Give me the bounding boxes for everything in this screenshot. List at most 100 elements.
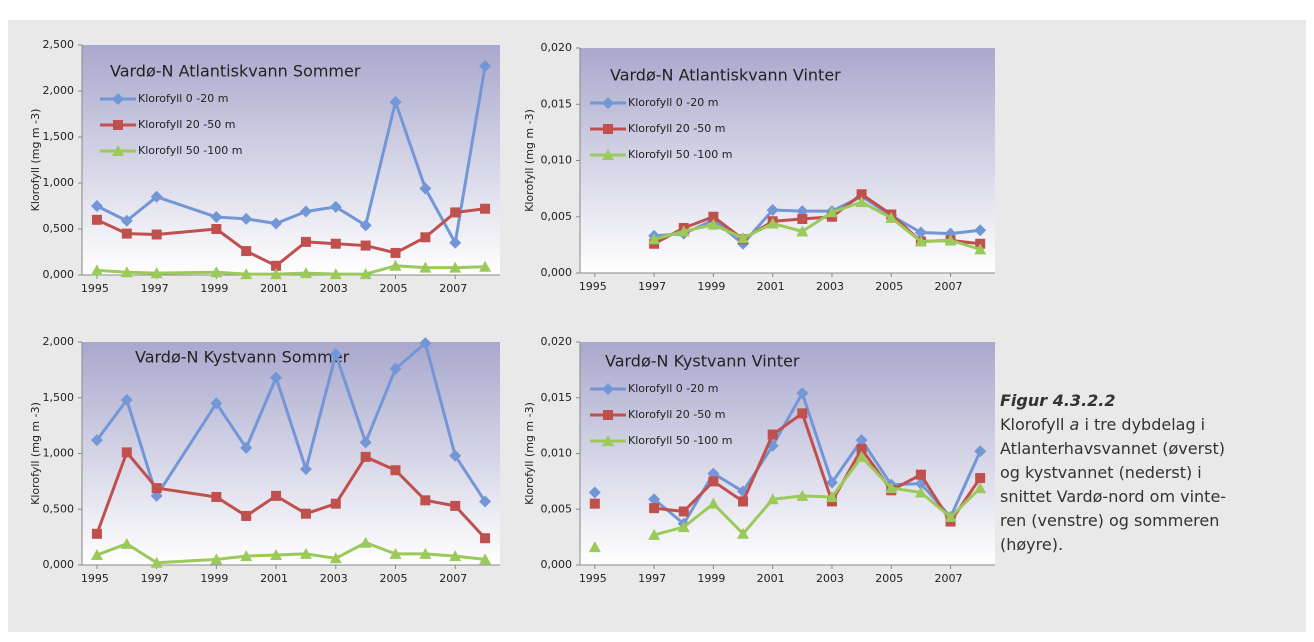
marker <box>449 550 462 562</box>
marker <box>974 445 987 458</box>
marker <box>270 268 283 280</box>
x-tick-label: 2001 <box>757 572 785 585</box>
x-tick-label: 1995 <box>579 280 607 293</box>
x-tick-label: 2007 <box>439 572 467 585</box>
marker <box>588 486 601 499</box>
marker <box>678 506 689 517</box>
marker <box>240 212 253 225</box>
marker <box>974 224 987 237</box>
caption-line: Atlanterhavsvannet (øverst) <box>1000 439 1225 458</box>
x-tick-label: 1999 <box>697 572 725 585</box>
caption-line: og kystvannet (nederst) i <box>1000 463 1202 482</box>
x-tick-label: 1999 <box>200 572 228 585</box>
marker <box>449 449 462 462</box>
marker <box>589 498 600 509</box>
marker <box>974 482 987 494</box>
marker <box>766 493 779 505</box>
marker <box>855 196 868 208</box>
marker <box>150 190 163 203</box>
marker <box>240 268 253 280</box>
marker <box>330 498 341 509</box>
marker <box>359 268 372 280</box>
legend-marker <box>113 120 123 130</box>
caption-text: a <box>1070 415 1080 434</box>
marker <box>91 528 102 539</box>
marker <box>90 434 103 447</box>
marker <box>90 264 103 276</box>
y-tick-label: 1,500 <box>43 391 75 404</box>
marker <box>389 547 402 559</box>
marker <box>210 211 223 224</box>
charts: 0,000 0,500 1,000 1,500 2,000 2,500 1995 1997 19… <box>29 38 995 585</box>
x-tick-label: 1999 <box>200 282 228 295</box>
marker <box>299 547 312 559</box>
y-tick-label: 2,000 <box>43 335 75 348</box>
marker <box>767 429 778 440</box>
x-tick-label: 1997 <box>141 282 169 295</box>
marker <box>329 268 342 280</box>
y-axis-title: Klorofyll (mg m -3) <box>29 109 42 212</box>
marker <box>855 434 868 447</box>
y-tick-label: 0,015 <box>541 391 573 404</box>
series-line <box>653 200 981 251</box>
caption-line: snittet Vardø-nord om vinte- <box>1000 487 1226 506</box>
legend-label: Klorofyll 0 -20 m <box>628 382 718 395</box>
marker <box>151 483 162 494</box>
legend-marker <box>602 149 614 160</box>
marker <box>449 261 462 273</box>
marker <box>479 60 492 73</box>
y-tick-label: 0,015 <box>541 97 573 110</box>
legend-label: Klorofyll 50 -100 m <box>628 148 732 161</box>
marker <box>271 490 282 501</box>
marker <box>796 387 809 400</box>
x-tick-label: 2001 <box>260 282 288 295</box>
marker <box>825 490 838 502</box>
y-tick-label: 0,500 <box>43 502 75 515</box>
marker <box>150 556 163 568</box>
marker <box>479 553 492 565</box>
legend-label: Klorofyll 50 -100 m <box>628 434 732 447</box>
x-tick-label: 2001 <box>757 280 785 293</box>
y-tick-label: 0,005 <box>541 210 573 223</box>
y-tick-label: 0,500 <box>43 222 75 235</box>
marker <box>914 235 927 247</box>
marker <box>270 217 283 230</box>
legend-label: Klorofyll 20 -50 m <box>628 122 725 135</box>
marker <box>389 259 402 271</box>
marker <box>210 553 223 565</box>
marker <box>330 238 341 249</box>
marker <box>271 260 282 271</box>
marker <box>677 225 690 237</box>
marker <box>329 200 342 213</box>
marker <box>856 189 867 200</box>
marker <box>766 204 779 216</box>
marker <box>479 495 492 508</box>
marker <box>885 211 898 223</box>
y-tick-label: 0,000 <box>541 266 573 279</box>
marker <box>241 246 252 257</box>
marker <box>300 236 311 247</box>
marker <box>210 397 223 410</box>
x-tick-label: 2003 <box>320 282 348 295</box>
marker <box>766 217 779 229</box>
marker <box>419 547 432 559</box>
marker <box>151 229 162 240</box>
x-tick-label: 2003 <box>320 572 348 585</box>
marker <box>210 266 223 278</box>
caption-text: Klorofyll <box>1000 415 1070 434</box>
marker <box>944 234 957 246</box>
marker <box>359 219 372 232</box>
marker <box>120 393 133 406</box>
marker <box>240 441 253 454</box>
marker <box>120 537 133 549</box>
marker <box>708 211 719 222</box>
plot-area <box>82 342 500 565</box>
marker <box>856 444 867 455</box>
x-tick-label: 1995 <box>81 572 109 585</box>
marker <box>211 491 222 502</box>
legend-marker <box>603 124 613 134</box>
marker <box>359 436 372 449</box>
x-tick-label: 2007 <box>935 280 963 293</box>
marker <box>588 541 601 553</box>
legend-marker <box>112 145 124 156</box>
